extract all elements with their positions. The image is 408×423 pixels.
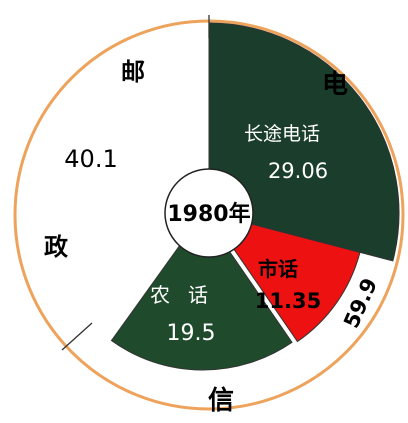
rural-call-value: 19.5 bbox=[167, 321, 216, 346]
center-hole bbox=[164, 168, 254, 258]
post-bottom-tick bbox=[61, 322, 93, 351]
post-label-char-1: 邮 bbox=[121, 58, 145, 86]
long-distance-label: 长途电话 bbox=[244, 123, 320, 145]
telecom-label-bottom: 信 bbox=[208, 386, 234, 416]
telecom-label-top: 电 bbox=[322, 70, 348, 100]
pie-slice-1 bbox=[207, 212, 361, 343]
center-label: 1980年 bbox=[167, 201, 250, 227]
local-call-value: 11.35 bbox=[255, 289, 321, 313]
pie-slice-2 bbox=[110, 212, 293, 371]
rural-call-label: 农话 bbox=[150, 283, 226, 307]
post-label-char-2: 政 bbox=[44, 233, 68, 261]
pie-slice-0 bbox=[208, 22, 400, 262]
local-call-label: 市话 bbox=[258, 257, 298, 281]
long-distance-value: 29.06 bbox=[268, 159, 328, 183]
post-value: 40.1 bbox=[64, 145, 117, 173]
